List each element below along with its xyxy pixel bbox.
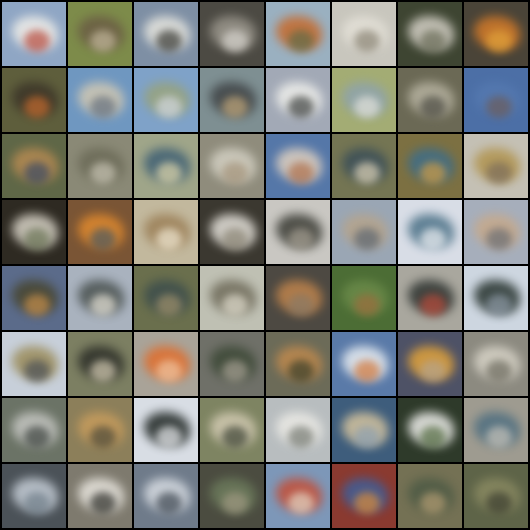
image-tile (200, 398, 264, 462)
image-tile (464, 398, 528, 462)
image-tile (68, 398, 132, 462)
image-tile (332, 398, 396, 462)
image-tile (332, 332, 396, 396)
image-tile (464, 2, 528, 66)
image-tile (2, 134, 66, 198)
image-tile (332, 464, 396, 528)
image-tile (332, 134, 396, 198)
image-tile (266, 266, 330, 330)
image-tile (134, 68, 198, 132)
image-tile (200, 2, 264, 66)
image-tile (464, 200, 528, 264)
image-tile (464, 266, 528, 330)
image-tile (68, 2, 132, 66)
image-tile (332, 68, 396, 132)
image-tile (464, 68, 528, 132)
image-tile (398, 464, 462, 528)
image-tile (200, 68, 264, 132)
image-tile (266, 332, 330, 396)
image-tile (2, 464, 66, 528)
image-tile (134, 398, 198, 462)
image-tile (200, 200, 264, 264)
image-tile (2, 68, 66, 132)
image-tile (68, 134, 132, 198)
image-tile (68, 464, 132, 528)
image-tile (68, 68, 132, 132)
image-tile (68, 332, 132, 396)
image-tile (266, 398, 330, 462)
image-tile (398, 134, 462, 198)
image-tile (398, 200, 462, 264)
image-tile (2, 2, 66, 66)
image-tile (398, 68, 462, 132)
image-tile (134, 134, 198, 198)
image-tile (332, 2, 396, 66)
image-tile (200, 266, 264, 330)
image-tile (134, 2, 198, 66)
image-tile (266, 68, 330, 132)
image-tile (464, 332, 528, 396)
image-tile (134, 464, 198, 528)
image-tile (464, 464, 528, 528)
image-tile (398, 332, 462, 396)
image-tile (266, 2, 330, 66)
image-tile (266, 134, 330, 198)
image-tile (332, 200, 396, 264)
image-tile (2, 266, 66, 330)
image-tile (266, 464, 330, 528)
image-tile (398, 2, 462, 66)
image-tile (200, 134, 264, 198)
image-tile (2, 398, 66, 462)
image-tile (398, 398, 462, 462)
image-tile (332, 266, 396, 330)
image-tile (2, 332, 66, 396)
image-tile (68, 200, 132, 264)
image-tile (68, 266, 132, 330)
image-tile (464, 134, 528, 198)
image-tile (200, 464, 264, 528)
image-tile (134, 200, 198, 264)
image-tile (398, 266, 462, 330)
image-tile (200, 332, 264, 396)
image-tile (2, 200, 66, 264)
image-tile (134, 332, 198, 396)
image-tile (266, 200, 330, 264)
image-tile (134, 266, 198, 330)
